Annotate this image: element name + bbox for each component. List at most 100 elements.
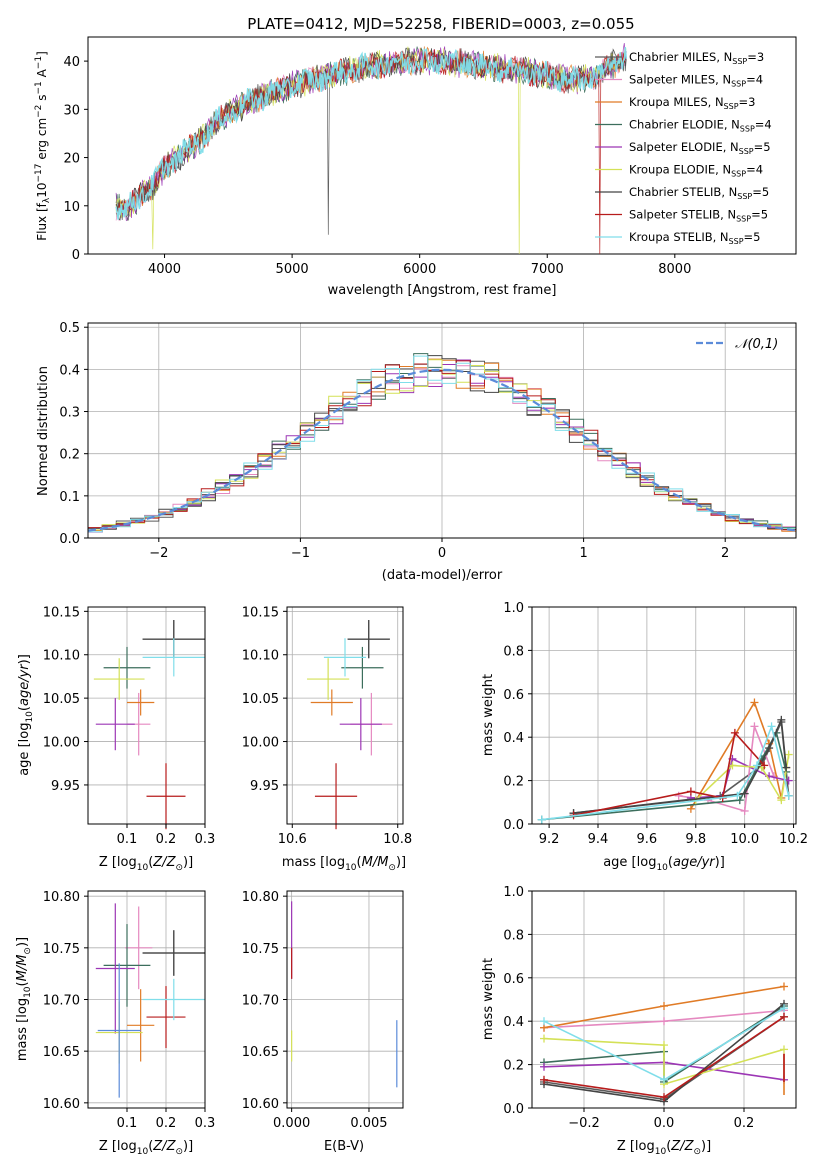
spectrum-ylabel: Flux [fλ10−17 erg cm−2 s−1 A−1] (34, 51, 52, 241)
y-tick-label: 10.15 (43, 605, 80, 620)
histogram-y-ticks: 0.0 0.1 0.2 0.3 0.4 0.5 (59, 321, 88, 547)
histogram-y-tick-label: 0.5 (59, 321, 80, 336)
panel-age-massweight-ylabel: mass weight (481, 674, 496, 756)
spectrum-x-ticks: 4000 5000 6000 7000 8000 (148, 254, 691, 277)
histogram-x-tick-label: −1 (291, 546, 310, 561)
y-tick-label: 10.70 (43, 994, 80, 1009)
spectrum-legend-label: Salpeter ELODIE, NSSP=5 (629, 140, 771, 156)
panel-z-massweight-ylabel: mass weight (481, 958, 496, 1040)
spectrum-y-tick-label: 20 (63, 152, 80, 167)
panel-age-massweight-xlabel: age [log10(age/yr)] (603, 855, 725, 873)
spectrum-x-tick-label: 5000 (276, 262, 309, 277)
spectrum-y-tick-label: 10 (63, 200, 80, 215)
y-tick-label: 0.2 (503, 1059, 524, 1074)
spectrum-legend-label: Kroupa MILES, NSSP=3 (629, 95, 755, 111)
axes-frame (286, 606, 404, 825)
spectrum-x-tick-label: 8000 (658, 262, 691, 277)
histogram-panel: −2 −1 0 1 2 0.0 0.1 0.2 0.3 0.4 0.5 (data-model)/… (36, 321, 797, 583)
panel-z-massweight-xlabel: Z [log10(Z/Z⊙)] (617, 1139, 711, 1157)
panel-mass-age: 10.6 10.8 9.95 10.00 10.05 10.10 10.15 (242, 605, 412, 847)
x-tick-label: 0.3 (195, 832, 216, 847)
histogram-x-tick-label: −2 (149, 546, 168, 561)
plot-area (307, 620, 393, 830)
x-tick-label: −0.2 (568, 1116, 600, 1131)
y-tick-label: 10.05 (242, 692, 279, 707)
parameter-panels: 0.1 0.2 0.3 9.95 10.00 10.05 10.10 10.15 Z [log1… (15, 601, 808, 1157)
plot-area (291, 901, 398, 1088)
x-tick-label: 0.1 (117, 1116, 138, 1131)
y-tick-label: 0.6 (503, 688, 524, 703)
y-tick-label: 10.70 (242, 994, 279, 1009)
x-tick-label: 9.6 (637, 832, 658, 847)
y-tick-label: 10.60 (242, 1097, 279, 1112)
panel-z-age-xlabel: Z [log10(Z/Z⊙)] (99, 855, 193, 873)
spectrum-y-tick-label: 0 (72, 248, 80, 263)
y-tick-label: 10.75 (43, 942, 80, 957)
panel-ebv-mass: 0.000 0.005 10.60 10.65 10.70 10.75 10.80 (242, 890, 404, 1131)
y-tick-label: 0.8 (503, 928, 524, 943)
y-tick-label: 0.2 (503, 775, 524, 790)
panel-z-mass: 0.1 0.2 0.3 10.60 10.65 10.70 10.75 10.80 (43, 890, 216, 1131)
histogram-y-tick-label: 0.2 (59, 448, 80, 463)
x-tick-label: 0.0 (654, 1116, 675, 1131)
y-tick-label: 10.60 (43, 1097, 80, 1112)
histogram-ylabel: Normed distribution (36, 366, 51, 496)
spectrum-y-tick-label: 30 (63, 103, 80, 118)
gaussian-reference-curve (87, 368, 797, 532)
histogram-legend: 𝒩(0,1) (696, 337, 778, 352)
x-tick-label: 0.2 (156, 1116, 177, 1131)
histogram-legend-label: 𝒩(0,1) (735, 337, 778, 352)
histogram-y-tick-label: 0.1 (59, 490, 80, 505)
spectrum-legend-label: Chabrier MILES, NSSP=3 (629, 50, 764, 66)
spectrum-legend-label: Salpeter MILES, NSSP=4 (629, 73, 763, 89)
histogram-x-tick-label: 2 (721, 546, 729, 561)
x-tick-label: 0.1 (117, 832, 138, 847)
spectrum-legend-label: Kroupa ELODIE, NSSP=4 (629, 163, 763, 179)
spectrum-x-tick-label: 7000 (531, 262, 564, 277)
y-tick-label: 0.4 (503, 1015, 524, 1030)
x-tick-label: 0.2 (734, 1116, 755, 1131)
x-tick-label: 10.8 (383, 832, 412, 847)
x-tick-label: 10.2 (779, 832, 808, 847)
x-tick-label: 0.3 (195, 1116, 216, 1131)
y-tick-label: 10.00 (43, 736, 80, 751)
y-tick-label: 0.8 (503, 644, 524, 659)
spectrum-legend: Chabrier MILES, NSSP=3 Salpeter MILES, NS… (595, 50, 772, 246)
mass-weight-age-series (541, 723, 790, 821)
spectrum-x-tick-label: 6000 (403, 262, 436, 277)
x-tick-label: 9.4 (588, 832, 609, 847)
histogram-x-tick-label: 1 (579, 546, 587, 561)
x-tick-label: 9.8 (685, 832, 706, 847)
panel-z-age-ylabel: age [log10(age/yr)] (17, 654, 35, 776)
spectrum-xlabel: wavelength [Angstrom, rest frame] (328, 283, 557, 298)
y-tick-label: 1.0 (503, 601, 524, 616)
y-tick-label: 10.10 (43, 649, 80, 664)
spectrum-panel: 4000 5000 6000 7000 8000 0 10 20 30 40 wavelengt… (34, 36, 797, 298)
spectrum-legend-label: Salpeter STELIB, NSSP=5 (629, 208, 768, 224)
spectrum-legend-label: Kroupa STELIB, NSSP=5 (629, 230, 760, 246)
y-tick-label: 0.4 (503, 731, 524, 746)
panel-z-mass-ylabel: mass [log10(M/M⊙)] (15, 937, 33, 1061)
y-tick-label: 10.10 (242, 649, 279, 664)
histogram-xlabel: (data-model)/error (382, 568, 503, 583)
y-tick-label: 10.00 (242, 736, 279, 751)
x-tick-label: 10.0 (730, 832, 759, 847)
panel-z-age: 0.1 0.2 0.3 9.95 10.00 10.05 10.10 10.15 (43, 605, 216, 847)
x-tick-label: 0.000 (273, 1116, 310, 1131)
figure-title: PLATE=0412, MJD=52258, FIBERID=0003, z=0… (247, 15, 634, 33)
histogram-step-series (88, 359, 796, 531)
y-tick-label: 0.0 (503, 818, 524, 833)
plot-area (540, 982, 788, 1106)
spectrum-line (115, 47, 627, 220)
panel-mass-age-xlabel: mass [log10(M/M⊙)] (282, 855, 406, 873)
axes-frame (87, 606, 206, 825)
panel-age-massweight: 9.2 9.4 9.6 9.8 10.0 10.2 0.0 0.2 0.4 0.6 0.8 1.0 (503, 601, 808, 847)
plot-area (93, 620, 205, 830)
y-tick-label: 10.05 (43, 692, 80, 707)
y-tick-label: 10.15 (242, 605, 279, 620)
histogram-y-tick-label: 0.3 (59, 406, 80, 421)
x-tick-label: 10.6 (278, 832, 307, 847)
y-tick-label: 0.6 (503, 972, 524, 987)
axes-frame (531, 606, 797, 825)
